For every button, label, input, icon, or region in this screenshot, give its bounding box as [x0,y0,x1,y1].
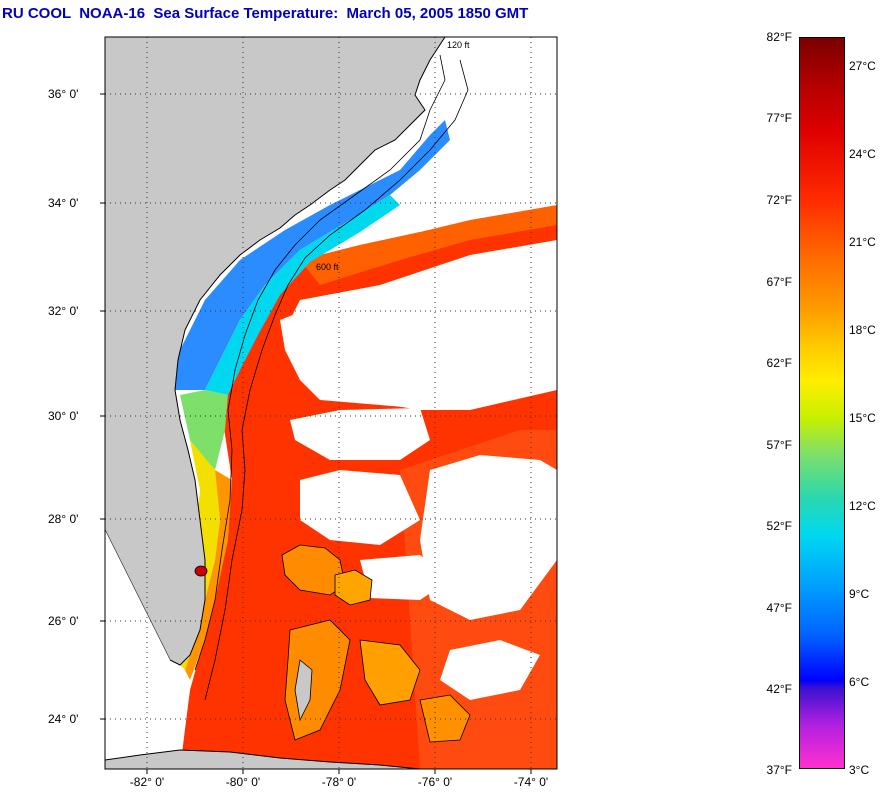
lon-label-76: -76° 0' [417,775,453,789]
lat-label-28: 28° 0' [48,512,79,526]
cb-c-label-15: 15°C [849,411,876,425]
cb-f-label-67: 67°F [766,275,792,289]
lat-label-36: 36° 0' [48,87,79,101]
lon-label-82: -82° 0' [129,775,165,789]
cyan-shelf-water [205,195,400,395]
isobath-600ft [204,59,469,701]
page-title: RU COOL NOAA-16 Sea Surface Temperature:… [2,5,529,22]
cb-f-label-62: 62°F [766,356,792,370]
green-shelf-water [180,390,228,470]
cb-c-label-27: 27°C [849,59,876,73]
lat-label-24: 24° 0' [48,712,79,726]
cb-c-label-12: 12°C [849,499,876,513]
cb-f-label-77: 77°F [766,111,792,125]
depth-label-120ft: 120 ft [447,40,470,50]
cb-c-label-21: 21°C [849,235,876,249]
cb-c-label-24: 24°C [849,147,876,161]
lat-label-34: 34° 0' [48,196,79,210]
temperature-color-bar [799,37,845,769]
warm-orange-band [300,205,557,285]
axis-ticks [100,93,532,774]
lon-label-78: -78° 0' [321,775,357,789]
lon-label-74: -74° 0' [513,775,549,789]
lon-label-80: -80° 0' [225,775,261,789]
cb-c-label-6: 6°C [849,675,870,689]
cb-f-label-42: 42°F [766,682,792,696]
cb-c-label-9: 9°C [849,587,870,601]
lat-label-32: 32° 0' [48,304,79,318]
lake-okeechobee [194,565,208,577]
lat-label-30: 30° 0' [48,409,79,423]
cb-f-label-52: 52°F [766,519,792,533]
cold-shelf-water [170,120,450,390]
isobath-120ft [194,54,446,671]
cb-c-label-18: 18°C [849,323,876,337]
orange-coastal-water [185,470,232,680]
depth-label-600ft: 600 ft [316,262,339,272]
cb-f-label-57: 57°F [766,438,792,452]
graticule [105,37,557,769]
lat-label-26: 26° 0' [48,614,79,628]
cuba-land [105,749,421,769]
cb-f-label-37: 37°F [766,763,792,777]
cb-f-label-47: 47°F [766,601,792,615]
cb-f-label-82: 82°F [766,30,792,44]
cb-c-label-3: 3°C [849,763,870,777]
cb-f-label-72: 72°F [766,193,792,207]
map-frame [104,36,558,770]
gulf-coast [105,530,170,700]
